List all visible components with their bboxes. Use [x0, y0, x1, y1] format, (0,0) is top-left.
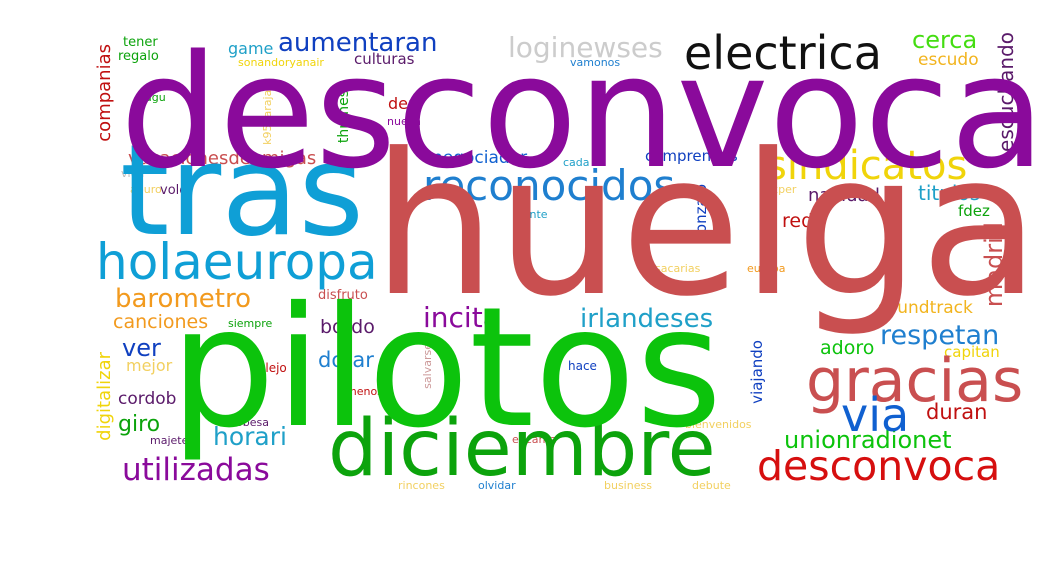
- word-business: business: [604, 479, 652, 492]
- word-desconvoca: desconvoca: [757, 442, 1001, 490]
- word-ver: ver: [122, 334, 161, 362]
- word-canciones: canciones: [113, 311, 209, 333]
- word-capitan: capitan: [944, 343, 1000, 361]
- word-tener: tener: [123, 35, 158, 50]
- word-adoro: adoro: [820, 337, 875, 359]
- word-mejor: mejor: [126, 356, 173, 375]
- word-digitalizar: digitalizar: [94, 352, 115, 441]
- word-giro: giro: [118, 412, 161, 437]
- word-negociador: negociador: [432, 148, 528, 168]
- word-europa: europa: [747, 262, 786, 275]
- word-alejo: alejo: [258, 361, 287, 375]
- word-diciembre: diciembre: [328, 404, 716, 494]
- word-incita: incita: [423, 301, 500, 334]
- word-desconvocan: desconvocan: [120, 21, 1046, 203]
- word-dep: dep: [388, 94, 419, 113]
- word-navidad: navidad: [808, 185, 880, 206]
- word-titulos: titulos: [918, 181, 981, 205]
- word-agu: agu: [145, 91, 166, 104]
- word-electrica: electrica: [684, 26, 882, 80]
- word-loginewses: loginewses: [508, 31, 663, 64]
- word-siempre: siempre: [228, 317, 273, 330]
- word-mente: mente: [512, 208, 548, 221]
- word-olvidar: olvidar: [478, 479, 516, 492]
- word-comprendes: comprendes: [645, 147, 738, 165]
- word-unionradionet: unionradionet: [784, 426, 952, 454]
- word-horari: horari: [213, 422, 287, 451]
- word-bordo: bordo: [320, 316, 375, 338]
- word-vida: vida: [121, 167, 145, 180]
- word-vamonos: vamonos: [570, 56, 621, 69]
- word-cada: cada: [563, 156, 590, 169]
- word-sonandoryanair: sonandoryanair: [238, 56, 324, 69]
- word-cordob: cordob: [118, 389, 177, 409]
- word-huelga: huelga: [372, 112, 1041, 340]
- word-regalo: regalo: [118, 49, 159, 64]
- word-dotar: dotar: [318, 348, 374, 372]
- word-holaeuropa: holaeuropa: [96, 233, 378, 291]
- word-vacacionesdeamigas: vacacionesdeamigas: [128, 148, 317, 169]
- word-soundtrack: soundtrack: [878, 298, 973, 318]
- word-escudo: escudo: [918, 50, 979, 70]
- word-sacarias: sacarias: [655, 262, 701, 275]
- word-menos: menos: [346, 385, 383, 398]
- word-obesa: obesa: [236, 416, 269, 429]
- word-apuro: apuro: [130, 183, 162, 196]
- word-bienvenidos: bienvenidos: [685, 418, 752, 431]
- word-irlandeses: irlandeses: [580, 304, 714, 334]
- word-rincones: rincones: [398, 479, 445, 492]
- word-aumentaran: aumentaran: [278, 28, 438, 58]
- word-debute: debute: [692, 479, 731, 492]
- word-disfruto: disfruto: [318, 288, 368, 303]
- word-nueva: nueva: [387, 115, 421, 128]
- word-hace: hace: [568, 359, 597, 373]
- word-companias: companias: [94, 44, 115, 142]
- word-pilotos: pilotos: [170, 272, 723, 465]
- word-cerca: cerca: [912, 26, 978, 54]
- word-via: via: [841, 388, 910, 442]
- word-gracias: gracias: [806, 346, 1024, 416]
- word-utilizadas: utilizadas: [122, 452, 270, 488]
- word-majetes: majetes: [150, 434, 195, 447]
- word-volo: volo: [160, 183, 188, 198]
- word-duran: duran: [926, 400, 988, 424]
- word-viajando: viajando: [748, 340, 766, 404]
- word-encanta: encanta: [512, 433, 557, 446]
- word-tras: tras: [120, 117, 365, 264]
- word-culturas: culturas: [354, 50, 415, 68]
- word-exper: exper: [765, 183, 797, 196]
- word-red: red: [782, 210, 814, 232]
- word-sindicatos: sindicatos: [766, 143, 968, 189]
- word-respetan: respetan: [880, 320, 1000, 351]
- word-reconocidos: reconocidos: [423, 161, 676, 210]
- word-fdez: fdez: [958, 202, 990, 220]
- word-game: game: [228, 39, 274, 58]
- word-barometro: barometro: [115, 284, 252, 314]
